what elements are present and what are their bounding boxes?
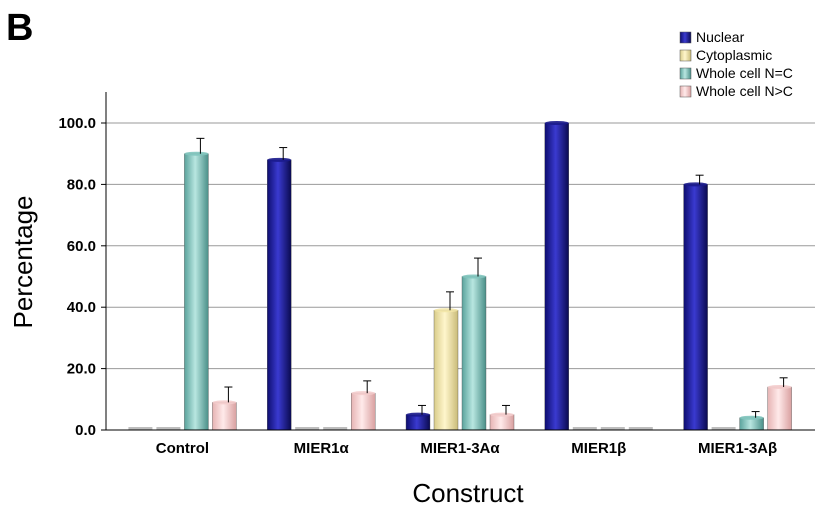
bar-zero	[295, 427, 320, 430]
bar-top-cap	[767, 385, 792, 390]
bar-zero	[572, 427, 597, 430]
x-axis-title: Construct	[412, 478, 524, 508]
bar-whole-cell-n-c	[489, 414, 515, 431]
gridlines	[106, 122, 815, 370]
bar-zero	[156, 427, 181, 430]
bar-zero	[628, 427, 653, 430]
y-axis-ticks: 0.0 20.0 40.0 60.0 80.0 100.0	[58, 115, 106, 439]
bar-nuclear	[544, 122, 569, 431]
bar-nuclear	[267, 159, 292, 431]
bar-whole-cell-n-c	[351, 392, 376, 431]
bar-zero	[600, 427, 625, 430]
y-tick-label: 80.0	[67, 176, 96, 193]
y-tick-label: 20.0	[67, 361, 96, 378]
bar-whole-cell-n-c	[461, 276, 487, 431]
category-labels: Control MIER1α MIER1-3Aα MIER1β MIER1-3Aβ	[156, 440, 777, 457]
legend-label: Cytoplasmic	[696, 47, 772, 63]
bar-top-cap	[683, 182, 708, 187]
category-label: MIER1β	[571, 440, 626, 457]
bar-zero	[323, 427, 348, 430]
panel-label: B	[6, 7, 33, 49]
category-label: MIER1-3Aβ	[698, 440, 777, 457]
y-tick-label: 40.0	[67, 299, 96, 316]
bar-whole-cell-n-c	[212, 402, 237, 431]
y-tick-label: 0.0	[75, 422, 96, 439]
bar-top-cap	[490, 412, 514, 417]
bars	[128, 121, 792, 431]
legend-swatch	[679, 49, 692, 62]
error-bars	[196, 137, 788, 418]
legend-label: Whole cell N=C	[696, 65, 793, 81]
bar-top-cap	[267, 157, 292, 162]
legend-label: Whole cell N>C	[696, 83, 793, 99]
legend-swatch	[679, 85, 692, 98]
legend-label: Nuclear	[696, 29, 745, 45]
bar-zero	[128, 427, 153, 430]
legend-swatch	[679, 67, 692, 80]
bar-nuclear	[683, 184, 708, 431]
category-label: Control	[156, 440, 209, 457]
bar-top-cap	[434, 308, 458, 313]
bar-top-cap	[184, 151, 209, 156]
category-label: MIER1α	[294, 440, 350, 457]
bar-whole-cell-n-c	[184, 153, 209, 431]
legend-swatch	[679, 31, 692, 44]
bar-top-cap	[406, 412, 430, 417]
y-axis-title: Percentage	[8, 196, 38, 329]
bar-top-cap	[351, 391, 376, 396]
bar-whole-cell-n-c	[767, 386, 792, 431]
bar-cytoplasmic	[433, 310, 459, 431]
y-tick-label: 100.0	[58, 115, 96, 132]
bar-nuclear	[405, 414, 431, 431]
bar-top-cap	[212, 400, 237, 405]
bar-top-cap	[462, 274, 486, 279]
bar-top-cap	[739, 415, 764, 420]
y-tick-label: 60.0	[67, 238, 96, 255]
category-label: MIER1-3Aα	[420, 440, 500, 457]
legend: Nuclear Cytoplasmic Whole cell N=C Whole ce…	[679, 29, 793, 99]
bar-top-cap	[544, 121, 569, 125]
bar-zero	[711, 427, 736, 430]
